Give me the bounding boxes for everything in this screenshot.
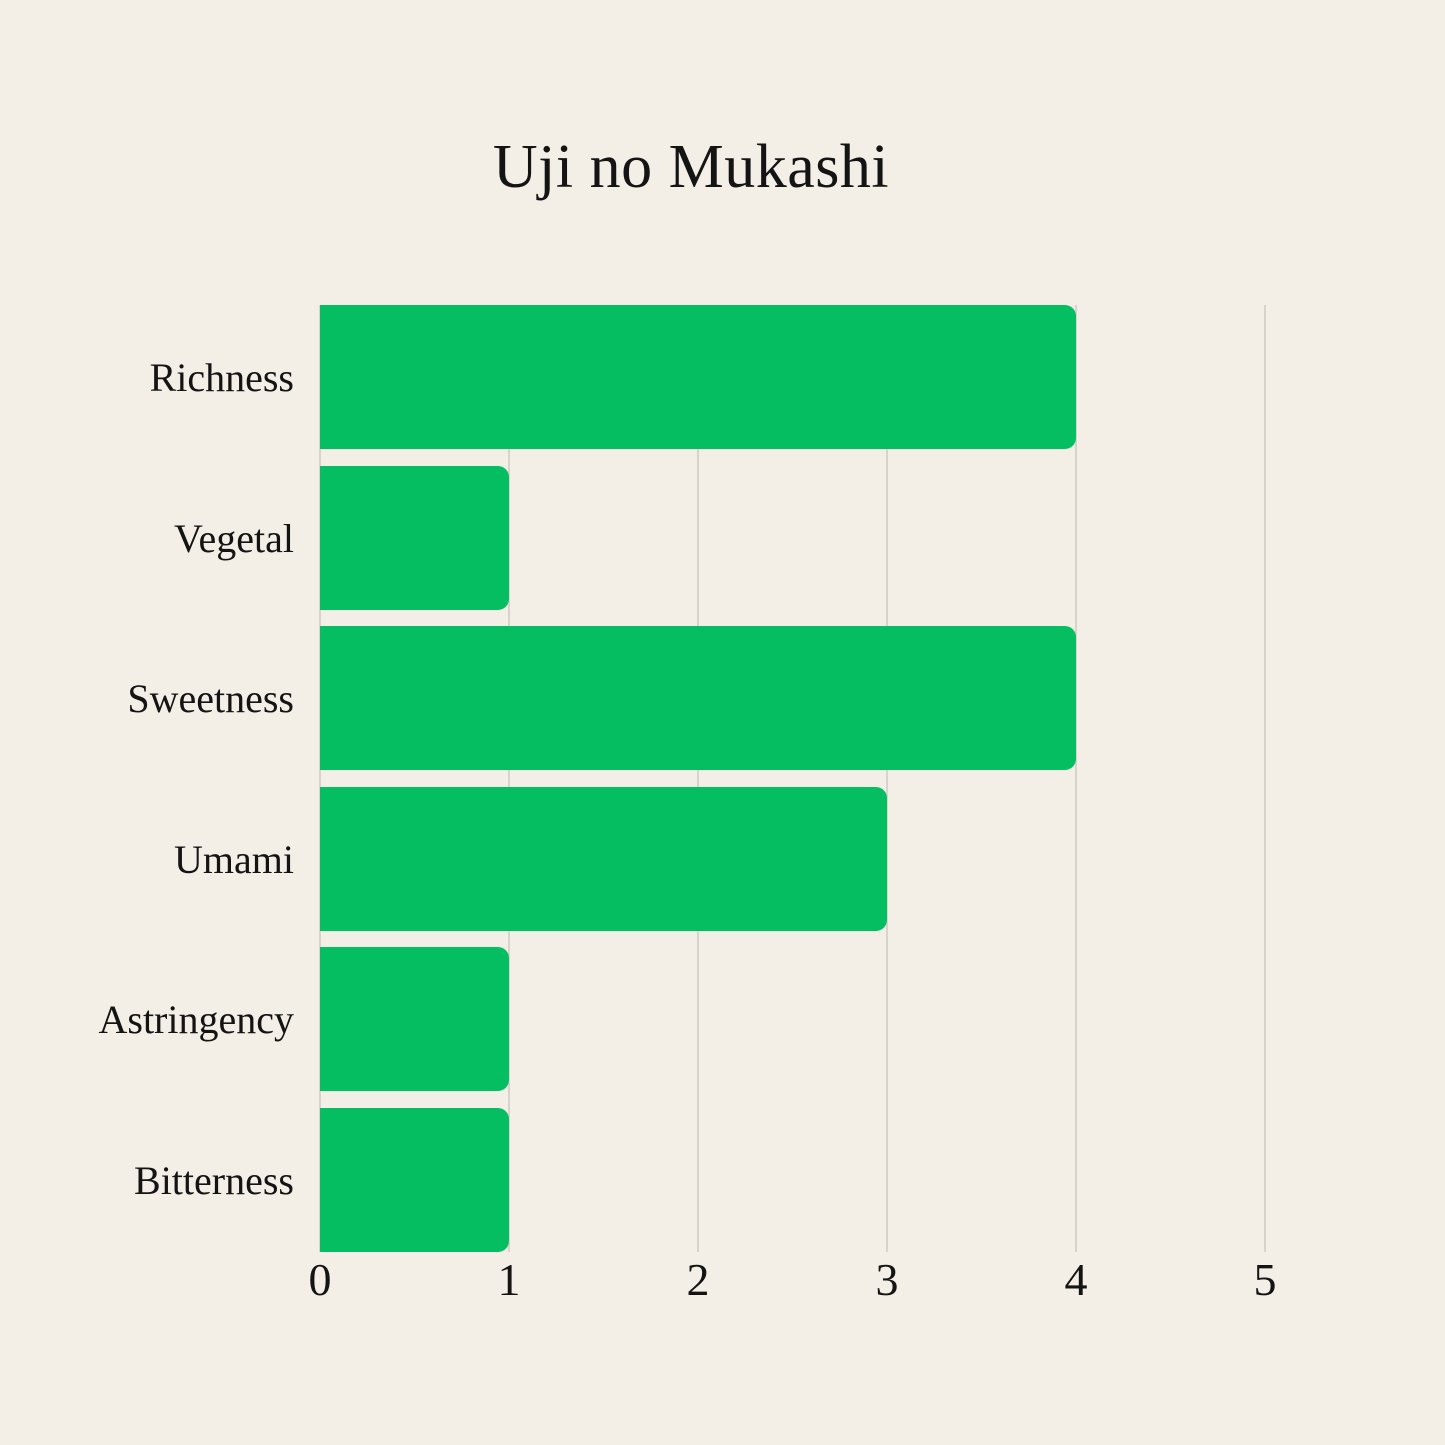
x-tick-label-0: 0 — [308, 1254, 332, 1305]
bar-bitterness — [320, 1108, 509, 1252]
category-label-richness: Richness — [149, 354, 294, 400]
gridline-1 — [508, 305, 510, 1252]
bar-vegetal — [320, 466, 509, 610]
category-label-bitterness: Bitterness — [134, 1157, 294, 1203]
chart-title: Uji no Mukashi — [492, 133, 890, 201]
gridline-2 — [697, 305, 699, 1252]
x-tick-label-4: 4 — [1064, 1254, 1088, 1305]
x-tick-label-2: 2 — [686, 1254, 710, 1305]
category-label-umami: Umami — [174, 836, 294, 882]
gridline-3 — [886, 305, 888, 1252]
bar-astringency — [320, 947, 509, 1091]
gridline-4 — [1075, 305, 1077, 1252]
category-label-sweetness: Sweetness — [127, 675, 294, 721]
gridline-5 — [1264, 305, 1266, 1252]
category-label-vegetal: Vegetal — [174, 515, 294, 561]
bar-sweetness — [320, 626, 1076, 770]
x-tick-label-3: 3 — [875, 1254, 899, 1305]
gridline-0 — [319, 305, 321, 1252]
bar-richness — [320, 305, 1076, 449]
bar-umami — [320, 787, 887, 931]
x-tick-label-1: 1 — [497, 1254, 521, 1305]
x-tick-label-5: 5 — [1253, 1254, 1277, 1305]
category-label-astringency: Astringency — [98, 996, 294, 1042]
